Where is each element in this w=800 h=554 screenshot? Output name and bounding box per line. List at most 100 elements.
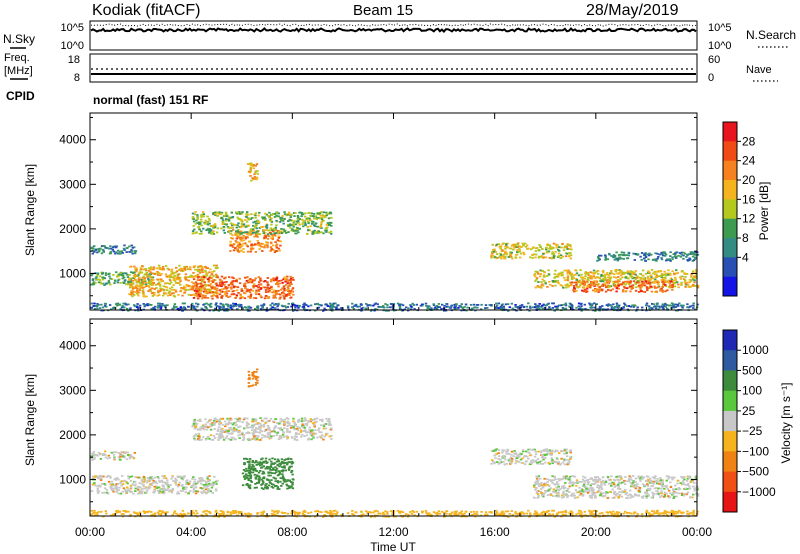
power-cell	[667, 259, 670, 261]
power-cell	[164, 282, 167, 285]
power-cell	[137, 294, 140, 297]
velocity-cell	[124, 490, 127, 492]
power-colorbar-tick-label: 4	[742, 250, 749, 264]
velocity-cell	[163, 489, 167, 492]
power-cell	[209, 225, 213, 227]
power-cell	[668, 304, 671, 307]
power-cell	[302, 305, 306, 308]
power-cell	[254, 297, 258, 299]
velocity-cell	[161, 481, 164, 484]
power-cell	[634, 278, 637, 281]
power-cell	[236, 232, 239, 235]
power-cell	[499, 305, 503, 308]
power-cell	[631, 304, 634, 307]
power-cell	[648, 282, 651, 284]
power-cell	[164, 273, 168, 276]
power-cell	[111, 307, 115, 310]
power-cell	[205, 229, 208, 231]
power-cell	[636, 253, 640, 256]
power-cell	[674, 306, 678, 308]
power-cell	[200, 270, 203, 272]
power-cell	[251, 230, 255, 233]
velocity-cell	[90, 457, 94, 460]
power-cell	[192, 297, 196, 299]
power-cell	[681, 306, 684, 309]
power-cell	[634, 304, 637, 307]
velocity-cell	[273, 485, 277, 487]
power-cell	[504, 251, 507, 254]
power-cell	[290, 305, 293, 308]
power-cell	[118, 250, 122, 253]
velocity-cell	[129, 480, 133, 482]
velocity-cell	[497, 449, 501, 451]
power-cell	[131, 279, 134, 282]
velocity-cell	[314, 417, 317, 420]
power-cell	[223, 283, 226, 286]
velocity-cell	[117, 492, 120, 495]
power-cell	[610, 308, 613, 310]
power-cell	[298, 211, 302, 214]
velocity-cell	[288, 422, 291, 424]
power-cell	[526, 244, 529, 247]
power-cell	[287, 302, 290, 305]
velocity-cell	[126, 486, 129, 489]
velocity-cell	[305, 434, 309, 437]
power-cell	[648, 305, 651, 308]
power-cell	[191, 287, 195, 289]
power-cell	[266, 281, 269, 284]
power-cell	[287, 231, 290, 233]
velocity-cell	[120, 451, 123, 454]
power-cell	[386, 304, 389, 306]
power-cell	[208, 290, 212, 292]
power-cell	[566, 276, 570, 279]
power-cell	[502, 242, 505, 245]
power-cell	[332, 306, 335, 308]
velocity-cell	[264, 467, 267, 470]
velocity-cell	[222, 438, 226, 441]
power-cell	[554, 284, 557, 287]
velocity-cell	[246, 417, 249, 420]
power-cell	[108, 281, 111, 284]
power-cell	[198, 223, 201, 226]
power-cell	[553, 255, 556, 257]
velocity-cell	[107, 492, 110, 495]
power-cell	[623, 280, 627, 283]
velocity-cell	[268, 458, 271, 461]
velocity-cell	[544, 461, 547, 464]
power-cell	[694, 271, 698, 274]
velocity-cell	[236, 418, 239, 421]
power-cell	[213, 223, 217, 225]
velocity-cell	[198, 480, 201, 483]
velocity-cell	[151, 482, 154, 484]
power-cell	[100, 245, 104, 247]
power-cell	[245, 244, 248, 247]
power-cell	[97, 250, 101, 253]
power-cell	[178, 281, 181, 284]
power-cell	[555, 275, 559, 278]
velocity-cell	[234, 438, 237, 441]
velocity-cell	[290, 458, 293, 460]
velocity-cell	[330, 438, 333, 440]
power-cell	[235, 237, 238, 240]
power-cell	[506, 246, 509, 248]
power-cell	[227, 226, 230, 229]
power-cell	[234, 232, 237, 235]
power-cell	[184, 308, 187, 310]
power-cell	[241, 296, 244, 298]
power-cell	[220, 227, 223, 230]
power-cell	[265, 213, 269, 216]
power-cell	[615, 251, 618, 254]
power-cell	[686, 259, 690, 262]
power-cell	[484, 307, 487, 309]
power-cell	[499, 253, 503, 256]
power-cell	[304, 212, 307, 215]
power-cell	[319, 226, 322, 228]
velocity-cell	[254, 378, 258, 381]
velocity-cell	[224, 423, 228, 425]
power-cell	[252, 164, 256, 166]
velocity-cell	[182, 487, 185, 490]
power-cell	[290, 296, 293, 299]
velocity-cell	[270, 479, 273, 481]
power-cell	[292, 279, 295, 281]
power-cell	[266, 283, 270, 286]
